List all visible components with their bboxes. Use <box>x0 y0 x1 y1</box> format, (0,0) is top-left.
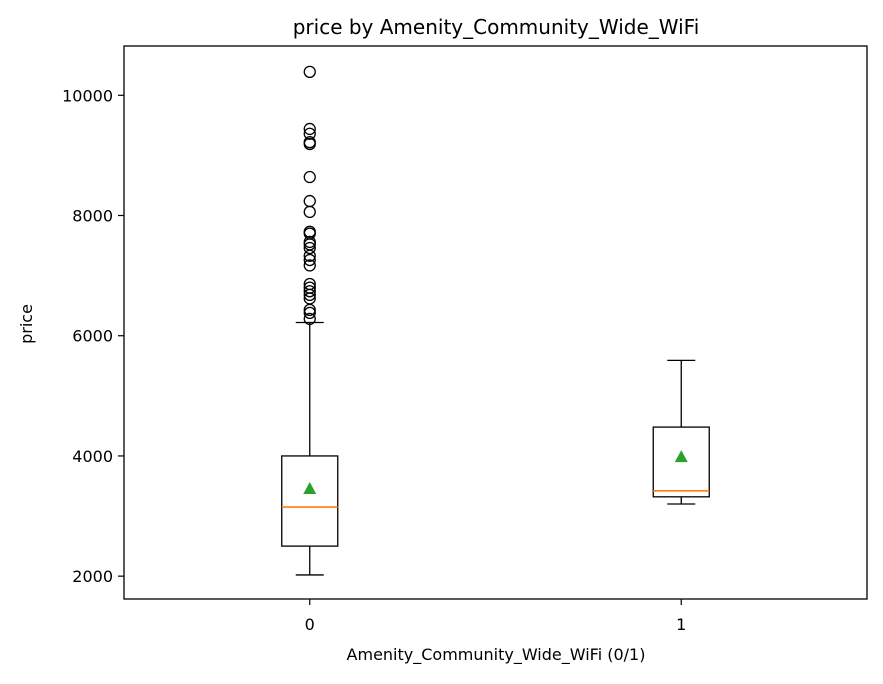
outlier-point <box>303 170 316 184</box>
mean-marker <box>674 450 688 463</box>
outlier-point <box>303 235 316 249</box>
y-tick-label: 6000 <box>72 327 113 346</box>
outlier-point <box>303 253 316 267</box>
outlier-point <box>303 225 316 238</box>
x-axis-label: Amenity_Community_Wide_WiFi (0/1) <box>347 645 646 665</box>
x-tick-label: 0 <box>305 615 315 634</box>
y-axis-label: price <box>17 304 36 344</box>
box-iqr <box>652 426 710 498</box>
outlier-point <box>303 65 316 78</box>
y-tick-label: 10000 <box>62 86 113 105</box>
outlier-point <box>303 205 316 219</box>
outlier-point <box>303 122 316 136</box>
outlier-point <box>303 277 316 291</box>
y-axis: 2000 4000 6000 8000 10000 <box>62 86 124 586</box>
outlier-point <box>303 194 316 208</box>
outlier-point <box>303 285 316 298</box>
y-tick-label: 8000 <box>72 207 113 226</box>
outlier-point <box>303 127 316 140</box>
plot-area <box>123 45 868 600</box>
box-group-1 <box>652 359 710 505</box>
outlier-point <box>303 241 316 255</box>
outlier-point <box>303 312 316 326</box>
outlier-point <box>303 306 316 320</box>
y-tick-label: 4000 <box>72 447 113 466</box>
chart-title: price by Amenity_Community_Wide_WiFi <box>293 15 700 39</box>
x-tick-label: 1 <box>676 615 686 634</box>
mean-marker <box>303 482 317 495</box>
outlier-point <box>303 281 316 294</box>
outlier-point <box>303 259 316 272</box>
box-series <box>281 65 710 576</box>
y-tick-label: 2000 <box>72 567 113 586</box>
outlier-point <box>303 136 316 149</box>
box-group-0 <box>281 65 339 576</box>
box-iqr <box>281 455 339 547</box>
